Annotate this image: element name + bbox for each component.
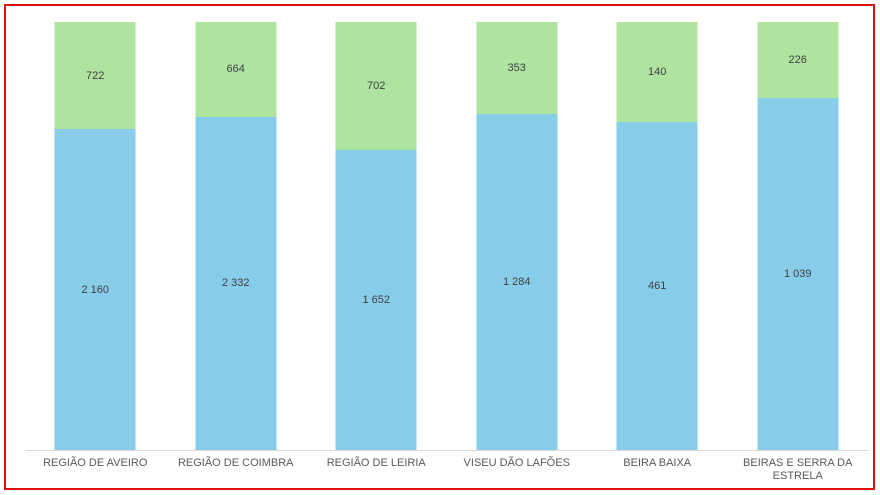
bar-column-5: 140 461 <box>587 22 727 450</box>
category-label-2: REGIÃO DE COIMBRA <box>177 457 294 469</box>
blue-bottom-series-segment: 461 <box>616 121 698 450</box>
stacked-bar: 353 1 284 <box>476 22 558 450</box>
green-top-series-data-label: 702 <box>367 79 386 92</box>
category-label-3: REGIÃO DE LEIRIA <box>326 457 426 469</box>
category-axis: REGIÃO DE AVEIRO REGIÃO DE COIMBRA REGIÃO … <box>25 457 868 495</box>
plot-area: 722 2 160 664 2 332 702 1 652 353 1 284 140 461 22… <box>25 22 868 451</box>
category-label-6: BEIRAS E SERRA DA ESTRELA <box>743 457 853 482</box>
blue-bottom-series-data-label: 1 039 <box>783 268 812 281</box>
category-label-5: BEIRA BAIXA <box>623 457 692 469</box>
stacked-bar: 702 1 652 <box>335 22 417 450</box>
chart-frame-border: 722 2 160 664 2 332 702 1 652 353 1 284 140 461 22… <box>4 4 875 490</box>
blue-bottom-series-segment: 1 652 <box>335 149 417 450</box>
bar-column-4: 353 1 284 <box>447 22 587 450</box>
green-top-series-segment: 140 <box>616 22 698 122</box>
green-top-series-data-label: 140 <box>648 65 667 78</box>
green-top-series-segment: 353 <box>476 22 558 115</box>
blue-bottom-series-segment: 1 039 <box>757 98 839 450</box>
bar-column-3: 702 1 652 <box>306 22 446 450</box>
green-top-series-data-label: 722 <box>86 69 105 82</box>
green-top-series-data-label: 664 <box>226 63 245 76</box>
blue-bottom-series-data-label: 2 332 <box>221 277 250 290</box>
bar-column-6: 226 1 039 <box>728 22 868 450</box>
bar-column-2: 664 2 332 <box>165 22 305 450</box>
blue-bottom-series-data-label: 461 <box>648 279 667 292</box>
green-top-series-segment: 664 <box>195 22 277 117</box>
blue-bottom-series-segment: 2 332 <box>195 116 277 450</box>
blue-bottom-series-data-label: 1 284 <box>502 276 531 289</box>
green-top-series-segment: 702 <box>335 22 417 150</box>
green-top-series-data-label: 353 <box>507 62 526 75</box>
stacked-bar: 664 2 332 <box>195 22 277 450</box>
blue-bottom-series-data-label: 1 652 <box>362 293 390 306</box>
blue-bottom-series-data-label: 2 160 <box>81 283 109 296</box>
category-label-4: VISEU DÃO LAFÕES <box>463 457 570 469</box>
stacked-bar: 140 461 <box>616 22 698 450</box>
stacked-bar: 722 2 160 <box>54 22 136 450</box>
blue-bottom-series-segment: 2 160 <box>54 129 136 450</box>
green-top-series-segment: 226 <box>757 22 839 99</box>
stacked-bar: 226 1 039 <box>757 22 839 450</box>
blue-bottom-series-segment: 1 284 <box>476 114 558 450</box>
green-top-series-data-label: 226 <box>788 54 807 67</box>
category-label-1: REGIÃO DE AVEIRO <box>43 457 148 469</box>
bar-column-1: 722 2 160 <box>25 22 165 450</box>
green-top-series-segment: 722 <box>54 22 136 130</box>
